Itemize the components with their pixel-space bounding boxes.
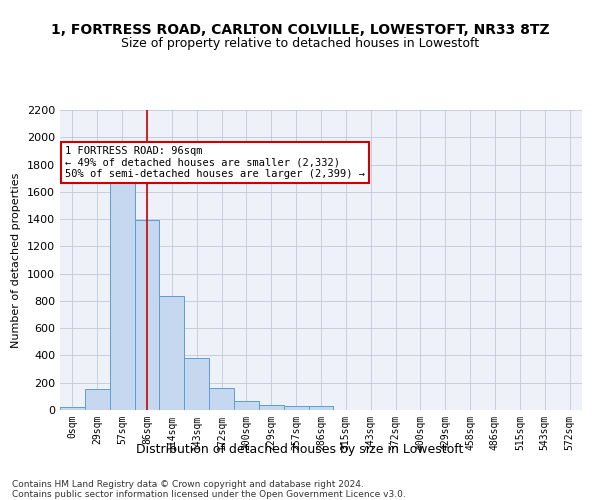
- Text: 1 FORTRESS ROAD: 96sqm
← 49% of detached houses are smaller (2,332)
50% of semi-: 1 FORTRESS ROAD: 96sqm ← 49% of detached…: [65, 146, 365, 179]
- Bar: [60, 408, 85, 410]
- Bar: [234, 401, 259, 410]
- Bar: [134, 220, 160, 410]
- Bar: [209, 388, 234, 410]
- Bar: [160, 296, 184, 410]
- Y-axis label: Number of detached properties: Number of detached properties: [11, 172, 22, 348]
- Text: 1, FORTRESS ROAD, CARLTON COLVILLE, LOWESTOFT, NR33 8TZ: 1, FORTRESS ROAD, CARLTON COLVILLE, LOWE…: [50, 22, 550, 36]
- Bar: [308, 406, 334, 410]
- Text: Contains HM Land Registry data © Crown copyright and database right 2024.: Contains HM Land Registry data © Crown c…: [12, 480, 364, 489]
- Bar: [284, 406, 308, 410]
- Bar: [85, 389, 110, 410]
- Text: Contains public sector information licensed under the Open Government Licence v3: Contains public sector information licen…: [12, 490, 406, 499]
- Bar: [259, 405, 284, 410]
- Text: Size of property relative to detached houses in Lowestoft: Size of property relative to detached ho…: [121, 38, 479, 51]
- Bar: [110, 178, 134, 410]
- Text: Distribution of detached houses by size in Lowestoft: Distribution of detached houses by size …: [136, 442, 464, 456]
- Bar: [184, 358, 209, 410]
